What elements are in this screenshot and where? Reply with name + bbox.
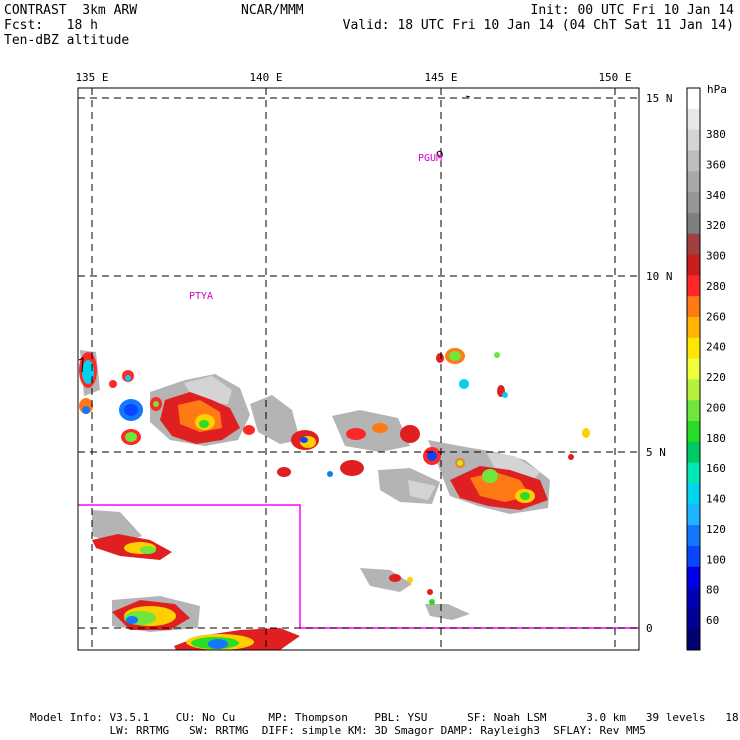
- colorbar-label: 340: [706, 189, 726, 202]
- colorbar-label: 80: [706, 584, 719, 597]
- colorbar-label: 220: [706, 371, 726, 384]
- lon-label: 140 E: [249, 71, 282, 84]
- colorbar-swatch: [687, 358, 700, 380]
- colorbar-swatch: [687, 337, 700, 360]
- colorbar-swatch: [687, 150, 700, 172]
- colorbar-label: 100: [706, 553, 726, 566]
- model-info-line-2: LW: RRTMG SW: RRTMG DIFF: simple KM: 3D …: [30, 724, 646, 737]
- colorbar-swatch: [687, 108, 700, 131]
- valid-time: Valid: 18 UTC Fri 10 Jan 14 (04 ChT Sat …: [342, 18, 734, 33]
- colorbar-label: 140: [706, 493, 726, 506]
- map-frame: [77, 87, 640, 651]
- colorbar-labels: 380 360 340 320 300 280 260 240 220 200 180 160 140 1…: [706, 128, 726, 627]
- lon-label: 150 E: [598, 71, 631, 84]
- colorbar-swatch: [687, 275, 700, 297]
- colorbar-label: 380: [706, 128, 726, 141]
- colorbar-swatch: [687, 504, 700, 526]
- model-title: CONTRAST 3km ARW: [4, 3, 138, 18]
- colorbar-label: 240: [706, 341, 726, 354]
- colorbar-swatch: [687, 421, 700, 443]
- colorbar-swatch: [687, 171, 700, 193]
- colorbar-swatch: [687, 587, 700, 609]
- graticule: [78, 88, 639, 650]
- field-name: Ten-dBZ altitude: [4, 33, 130, 48]
- colorbar-label: 260: [706, 310, 726, 323]
- domain-boundary: [78, 504, 639, 629]
- colorbar-label: 180: [706, 432, 726, 445]
- colorbar-label: 360: [706, 158, 726, 171]
- colorbar-swatch: [687, 525, 700, 547]
- colorbar-swatch: [687, 483, 700, 505]
- colorbar-label: 200: [706, 401, 726, 414]
- colorbar-swatch: [687, 233, 700, 256]
- colorbar-swatch: [687, 88, 700, 110]
- colorbar-frame: [686, 87, 701, 651]
- lat-label: 0: [646, 622, 653, 635]
- colorbar-swatch: [687, 629, 700, 651]
- model-info-line-1: Model Info: V3.5.1 CU: No Cu MP: Thompso…: [30, 711, 740, 724]
- colorbar-label: 280: [706, 280, 726, 293]
- colorbar-label: 120: [706, 523, 726, 536]
- forecast-hour: Fcst: 18 h: [4, 18, 98, 33]
- lat-label: 15 N: [646, 92, 673, 105]
- convective-cells: [79, 348, 590, 650]
- colorbar-swatch: [687, 192, 700, 214]
- colorbar-swatch: [687, 379, 700, 401]
- colorbar-label: 60: [706, 614, 719, 627]
- colorbar-swatch: [687, 608, 700, 630]
- station-label: PGUM: [418, 153, 442, 164]
- lon-label: 135 E: [75, 71, 108, 84]
- station-label: PTYA: [189, 291, 213, 302]
- organization: NCAR/MMM: [241, 3, 304, 18]
- colorbar-swatch: [687, 316, 700, 339]
- colorbar-label: 300: [706, 250, 726, 263]
- lat-label: 5 N: [646, 446, 666, 459]
- coastlines: [78, 95, 471, 373]
- reflectivity-field: [79, 348, 590, 650]
- colorbar-swatch: [687, 462, 700, 484]
- colorbar-swatch: [687, 441, 700, 464]
- colorbar-swatch: [687, 545, 700, 568]
- colorbar-swatch: [687, 566, 700, 589]
- init-time: Init: 00 UTC Fri 10 Jan 14: [530, 3, 735, 18]
- colorbar-swatch: [687, 296, 700, 318]
- colorbar-label: 320: [706, 219, 726, 232]
- colorbar-swatch: [687, 400, 700, 422]
- colorbar-swatch: [687, 129, 700, 151]
- colorbar-swatch: [687, 212, 700, 235]
- colorbar-label: 160: [706, 462, 726, 475]
- colorbar: [686, 87, 701, 651]
- lat-label: 10 N: [646, 270, 673, 283]
- colorbar-swatch: [687, 254, 700, 276]
- colorbar-unit: hPa: [707, 83, 727, 96]
- lon-label: 145 E: [424, 71, 457, 84]
